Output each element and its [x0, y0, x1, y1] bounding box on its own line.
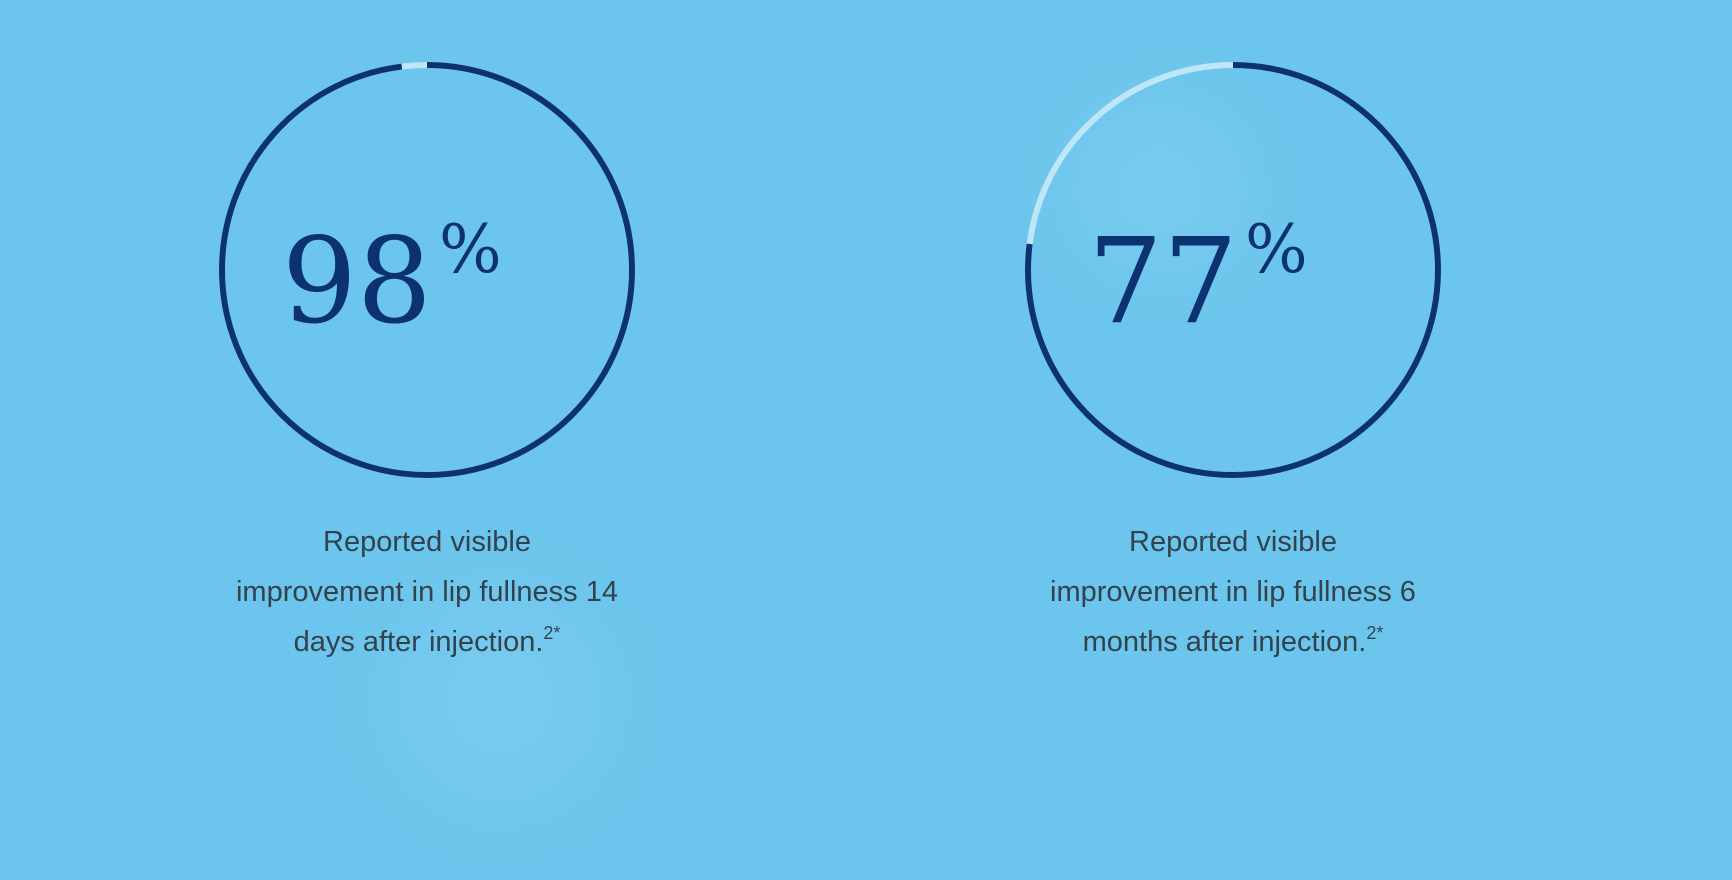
stat-percent-sign: %: [439, 211, 502, 288]
caption-line: months after injection.: [1082, 626, 1367, 658]
stat-caption: Reported visible improvement in lip full…: [167, 517, 687, 667]
caption-line: improvement in lip fullness 14: [235, 576, 618, 608]
progress-ring: 77 %: [1025, 62, 1441, 478]
caption-line: days after injection.: [293, 626, 544, 658]
progress-ring: 98 %: [219, 62, 635, 478]
stat-value: 77: [1088, 212, 1238, 350]
footnote-reference: 2*: [1366, 623, 1384, 643]
caption-line-with-reference: months after injection.2*: [973, 617, 1493, 667]
stat-block-14-days: 98 % Reported visible improvement in lip…: [167, 0, 687, 732]
stat-block-6-months: 77 % Reported visible improvement in lip…: [973, 0, 1493, 732]
stat-caption: Reported visible improvement in lip full…: [973, 517, 1493, 667]
ring-progress-arc: [1025, 62, 1441, 478]
caption-line: Reported visible: [323, 526, 531, 558]
stat-value: 98: [282, 212, 432, 350]
stat-percent-sign: %: [1245, 211, 1308, 288]
caption-line-with-reference: days after injection.2*: [167, 617, 687, 667]
ring-progress-arc: [219, 62, 635, 478]
footnote-reference: 2*: [543, 623, 561, 643]
caption-line: improvement in lip fullness 6: [1050, 576, 1416, 608]
caption-line: Reported visible: [1129, 526, 1337, 558]
